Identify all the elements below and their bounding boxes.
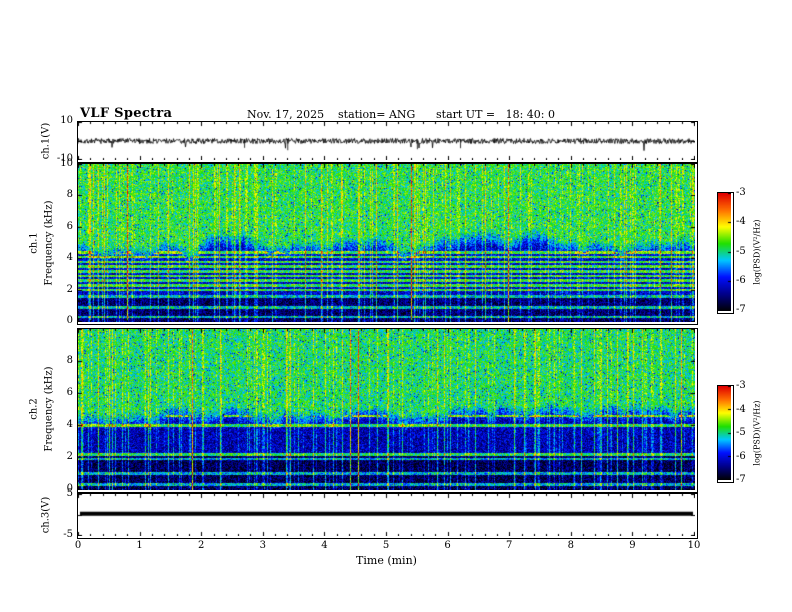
- colorbar-1-tick--4: -4: [736, 216, 746, 228]
- colorbar-1-tick--7: -7: [736, 304, 746, 315]
- time-axis-label: Time (min): [356, 554, 417, 567]
- ch3-ymax-tick: 5: [66, 488, 73, 499]
- colorbar-1-tick--5: -5: [736, 245, 746, 257]
- colorbar-2-tick--6: -6: [736, 450, 746, 462]
- time-xtick-5: 5: [382, 540, 390, 551]
- time-xtick-3: 3: [259, 540, 266, 551]
- ch2-spectrogram-canvas: [78, 329, 695, 490]
- spec1-ytick-2: 2: [66, 283, 73, 295]
- spec1-ytick-4: 4: [66, 252, 73, 264]
- colorbar-2-tick--4: -4: [736, 403, 746, 415]
- spec2-channel-label: ch.2: [28, 398, 40, 420]
- ch1-ymin-tick: -10: [56, 153, 73, 164]
- time-xtick-0: 0: [74, 540, 82, 551]
- spec1-ytick-10: 10: [60, 158, 73, 169]
- ch1-spectrogram-canvas: [78, 164, 695, 322]
- ch1-voltage-axis-label: ch.1(V): [40, 122, 52, 160]
- colorbar-2-canvas: [718, 386, 731, 480]
- start-ut-label: start UT = 18: 40: 0: [436, 108, 556, 121]
- spec2-ytick-4: 4: [66, 419, 73, 430]
- ch3-ymin-tick: -5: [63, 529, 73, 540]
- time-xtick-7: 7: [506, 540, 513, 551]
- spec1-ytick-0: 0: [66, 315, 73, 326]
- spec2-ytick-2: 2: [66, 451, 73, 462]
- colorbar-1-label: log(PSD)(V²/Hz): [752, 219, 762, 285]
- station-label: station= ANG: [338, 108, 416, 121]
- ch1-ymax-tick: 10: [60, 115, 73, 126]
- colorbar-2-label: log(PSD)(V²/Hz): [752, 400, 762, 466]
- time-xtick-1: 1: [136, 540, 143, 551]
- figure-title: VLF Spectra: [80, 106, 173, 121]
- colorbar-2-tick--5: -5: [736, 427, 746, 438]
- time-xtick-6: 6: [444, 540, 451, 551]
- ch2-spectrogram-panel: [77, 328, 698, 493]
- colorbar-2-tick--3: -3: [736, 380, 746, 391]
- date-label: Nov. 17, 2025: [247, 108, 325, 121]
- spec2-frequency-axis-label: Frequency (kHz): [43, 366, 55, 452]
- spec2-ytick-6: 6: [66, 387, 73, 398]
- spec1-ytick-6: 6: [66, 220, 73, 232]
- colorbar-1-tick--6: -6: [736, 274, 746, 286]
- time-xtick-9: 9: [629, 540, 636, 551]
- spec2-ytick-8: 8: [66, 355, 73, 366]
- colorbar-2: [717, 385, 734, 483]
- spec1-channel-label: ch.1: [28, 232, 40, 254]
- colorbar-1: [717, 192, 734, 314]
- time-xtick-4: 4: [321, 540, 328, 551]
- time-xtick-8: 8: [567, 540, 574, 551]
- spec2-ytick-0: 0: [66, 483, 73, 494]
- ch3-waveform-panel: [77, 493, 698, 539]
- colorbar-1-tick--3: -3: [736, 187, 746, 198]
- spec1-frequency-axis-label: Frequency (kHz): [43, 200, 55, 286]
- time-xtick-2: 2: [198, 540, 205, 551]
- ch1-spectrogram-panel: [77, 163, 698, 325]
- ch3-waveform-canvas: [78, 494, 695, 536]
- colorbar-1-canvas: [718, 193, 731, 311]
- ch3-voltage-axis-label: ch.3(V): [40, 496, 52, 534]
- time-xtick-10: 10: [687, 540, 701, 551]
- colorbar-2-tick--7: -7: [736, 474, 746, 485]
- ch1-waveform-panel: [77, 121, 698, 163]
- ch1-waveform-canvas: [78, 122, 695, 160]
- spec1-ytick-8: 8: [66, 189, 73, 201]
